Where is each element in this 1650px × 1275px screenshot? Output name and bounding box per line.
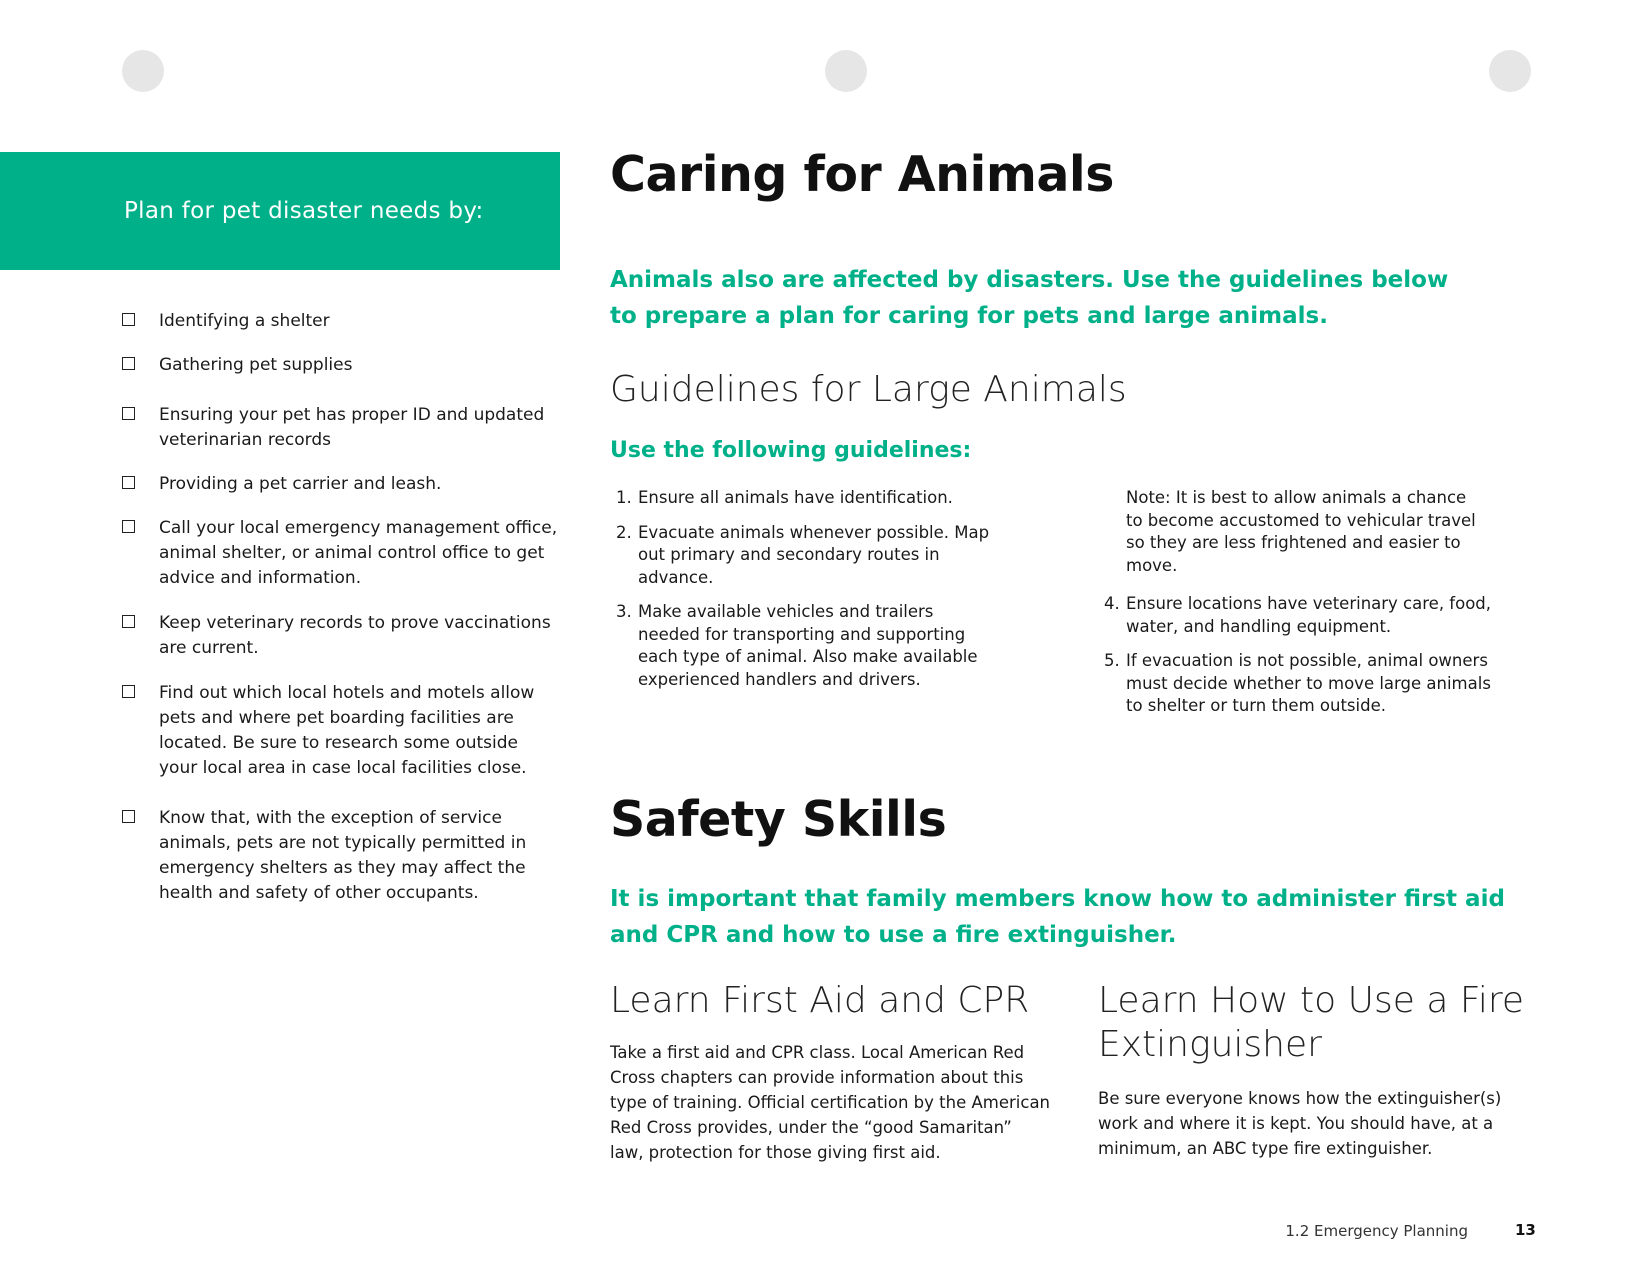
checkbox[interactable] — [122, 615, 135, 628]
footer-section: 1.2 Emergency Planning — [1285, 1222, 1468, 1240]
caring-lead: Animals also are affected by disasters. … — [610, 267, 1449, 329]
guidelines-note: Note: It is best to allow animals a chan… — [1126, 488, 1476, 575]
page-number: 13 — [1515, 1221, 1536, 1239]
checklist-item: Keep veterinary records to prove vaccina… — [122, 611, 562, 661]
fire-extinguisher-text: Be sure everyone knows how the extinguis… — [1098, 1089, 1502, 1158]
checklist-item: Providing a pet carrier and leash. — [122, 472, 562, 497]
sidebar-header-text: Plan for pet disaster needs by: — [124, 198, 484, 224]
checkbox[interactable] — [122, 357, 135, 370]
large-animals-title: Guidelines for Large Animals — [610, 369, 1127, 410]
checklist-item: Find out which local hotels and motels a… — [122, 681, 562, 781]
checkbox[interactable] — [122, 476, 135, 489]
list-item: 1. Ensure all animals have identificatio… — [616, 488, 953, 507]
caring-title: Caring for Animals — [610, 146, 1114, 203]
checklist-item: Call your local emergency management off… — [122, 516, 562, 591]
guidelines-subhead: Use the following guidelines: — [610, 438, 972, 463]
checkbox[interactable] — [122, 313, 135, 326]
first-aid-text: Take a first aid and CPR class. Local Am… — [610, 1043, 1051, 1162]
checklist-item: Ensuring your pet has proper ID and upda… — [122, 403, 562, 453]
guidelines-list-left: 1. Ensure all animals have identificatio… — [610, 487, 990, 703]
checklist-item: Identifying a shelter — [122, 309, 562, 334]
checkbox[interactable] — [122, 407, 135, 420]
list-item: 5. If evacuation is not possible, animal… — [1104, 651, 1491, 715]
checkbox[interactable] — [122, 685, 135, 698]
safety-title: Safety Skills — [610, 791, 947, 848]
sidebar-header: Plan for pet disaster needs by: — [0, 152, 560, 270]
checklist-item: Know that, with the exception of service… — [122, 806, 562, 906]
checklist-item: Gathering pet supplies — [122, 353, 562, 378]
list-item: 2. Evacuate animals whenever possible. M… — [616, 522, 990, 587]
binder-hole-left — [122, 50, 164, 92]
binder-hole-right — [1489, 50, 1531, 92]
guidelines-list-right: 4. Ensure locations have veterinary care… — [1098, 593, 1498, 730]
list-item: 4. Ensure locations have veterinary care… — [1104, 594, 1492, 636]
fire-extinguisher-title: Learn How to Use a Fire Extinguisher — [1098, 980, 1525, 1065]
list-item: 3. Make available vehicles and trailers … — [616, 602, 978, 689]
checkbox[interactable] — [122, 810, 135, 823]
binder-hole-center — [825, 50, 867, 92]
checkbox[interactable] — [122, 520, 135, 533]
first-aid-title: Learn First Aid and CPR — [610, 980, 1030, 1021]
safety-lead: It is important that family members know… — [610, 886, 1505, 948]
